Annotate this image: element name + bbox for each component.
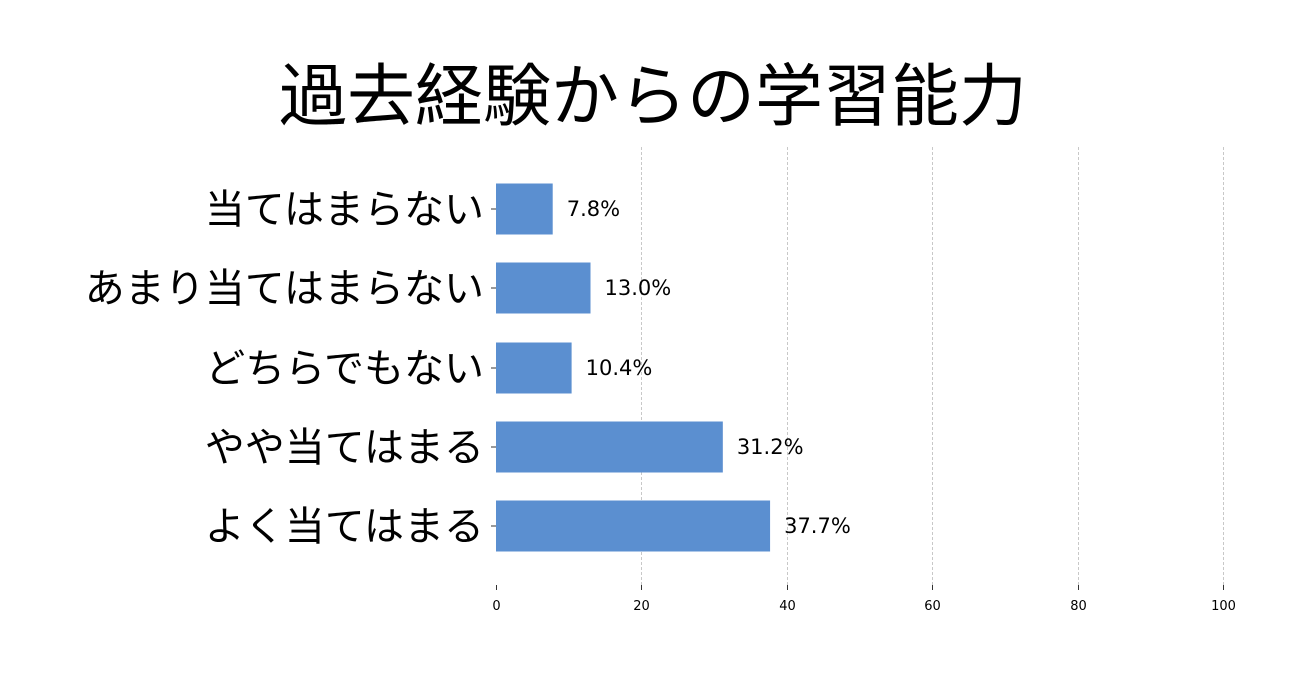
x-tick-label: 60	[924, 599, 941, 614]
x-tick-label: 40	[779, 599, 796, 614]
data-label: 7.8%	[567, 197, 620, 221]
bar	[496, 183, 553, 235]
bar	[496, 342, 572, 394]
data-label: 37.7%	[784, 514, 851, 538]
bar	[496, 421, 723, 473]
y-tick-label: 当てはまらない	[205, 187, 484, 233]
chart-title: 過去経験からの学習能力	[278, 58, 1027, 137]
bars	[496, 183, 771, 552]
data-label: 31.2%	[737, 435, 804, 459]
x-axis: 0 20 40 60 80 100	[492, 585, 1236, 614]
data-label: 13.0%	[605, 276, 672, 300]
x-tick-label: 80	[1070, 599, 1087, 614]
y-tick-label: やや当てはまる	[205, 425, 484, 471]
y-tick-label: よく当てはまる	[205, 504, 484, 550]
bar	[496, 500, 771, 552]
y-tick-label: あまり当てはまらない	[85, 266, 484, 312]
data-labels: 7.8% 13.0% 10.4% 31.2% 37.7%	[567, 197, 851, 538]
x-tick-label: 100	[1211, 599, 1236, 614]
x-tick-label: 20	[633, 599, 650, 614]
x-tick-label: 0	[492, 599, 500, 614]
bar	[496, 262, 591, 314]
y-tick-label: どちらでもない	[205, 346, 484, 392]
data-label: 10.4%	[586, 356, 653, 380]
